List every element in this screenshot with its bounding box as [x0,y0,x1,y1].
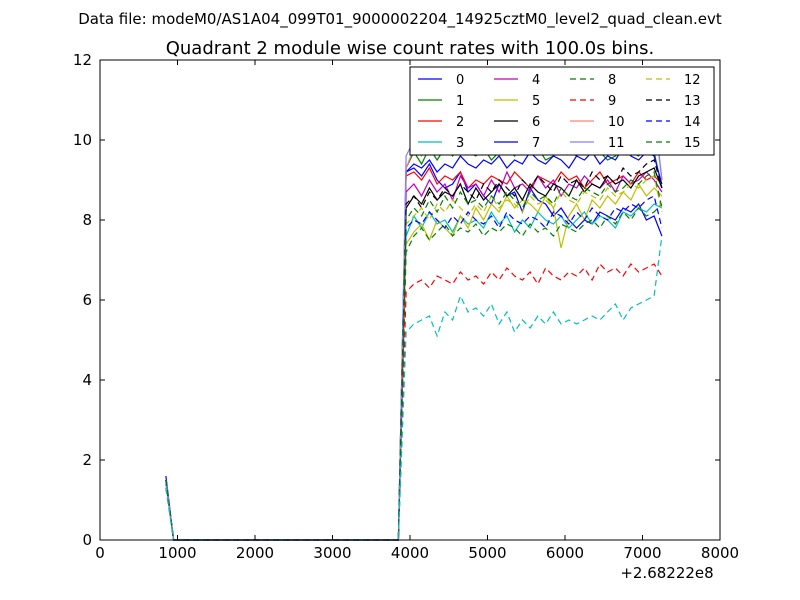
legend-label: 11 [608,136,625,151]
legend-label: 5 [532,94,540,109]
legend-label: 2 [456,115,464,130]
legend-label: 7 [532,136,540,151]
y-tick-label: 0 [82,531,92,549]
x-tick-label: 0 [95,544,105,562]
legend-box [409,66,715,156]
legend-label: 9 [608,94,616,109]
datafile-label: Data file: modeM0/AS1A04_099T01_90000022… [78,10,722,29]
axes-layer: 0 1000 2000 3000 4000 5000 6000 7000 80000246810… [73,51,739,562]
x-tick-label: 5000 [468,544,506,562]
legend-label: 0 [456,73,464,88]
y-tick-label: 12 [73,51,92,69]
legend-label: 14 [684,115,701,130]
y-tick-label: 2 [82,451,92,469]
y-tick-label: 8 [82,211,92,229]
y-tick-label: 6 [82,291,92,309]
legend-label: 15 [684,136,701,151]
legend-label: 4 [532,73,540,88]
legend-label: 12 [684,73,701,88]
legend-label: 8 [608,73,616,88]
x-tick-label: 6000 [546,544,584,562]
legend-label: 1 [456,94,464,109]
x-tick-label: 3000 [313,544,351,562]
x-tick-label: 1000 [158,544,196,562]
x-tick-label: 4000 [391,544,429,562]
legend-label: 6 [532,115,540,130]
chart-title: Quadrant 2 module wise count rates with … [166,38,655,59]
y-tick-label: 4 [82,371,92,389]
x-offset-label: +2.68222e8 [620,564,713,582]
legend-label: 10 [608,115,625,130]
x-tick-label: 7000 [623,544,661,562]
x-tick-label: 2000 [236,544,274,562]
x-tick-label: 8000 [701,544,739,562]
legend-label: 13 [684,94,701,109]
legend-label: 3 [456,136,464,151]
y-tick-label: 10 [73,131,92,149]
